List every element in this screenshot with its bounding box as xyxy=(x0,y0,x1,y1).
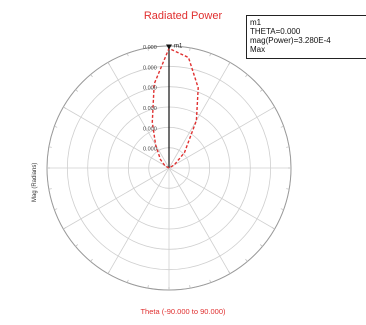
angle-tick xyxy=(280,208,284,211)
grid-spoke xyxy=(63,167,170,230)
angle-tick xyxy=(245,74,248,78)
marker-line: mag(Power)=3.280E-4 xyxy=(250,36,331,45)
angle-tick xyxy=(209,53,212,57)
marker-line: Max xyxy=(250,45,266,54)
angle-tick xyxy=(209,279,212,283)
grid-spoke xyxy=(168,167,231,274)
angle-tick xyxy=(126,279,129,283)
angle-tick xyxy=(259,89,263,92)
x-axis-label: Theta (-90.000 to 90.000) xyxy=(140,307,226,316)
angle-tick xyxy=(147,285,149,289)
marker-readout: m1 THETA=0.000 mag(Power)=3.280E-4 Max xyxy=(246,15,366,59)
angle-tick xyxy=(63,106,67,109)
angle-tick xyxy=(228,62,231,66)
angle-tick xyxy=(189,47,191,51)
angle-tick xyxy=(48,188,52,190)
grid-spoke xyxy=(63,106,170,169)
grid-spoke xyxy=(107,62,170,169)
angle-tick xyxy=(189,285,191,289)
angle-tick xyxy=(286,188,290,190)
angle-tick xyxy=(90,258,93,262)
r-tick-label: 0.000 xyxy=(143,65,157,71)
angle-tick xyxy=(245,258,248,262)
angle-tick xyxy=(271,227,275,230)
angle-tick xyxy=(126,53,129,57)
y-axis-label: Mag (Radians) xyxy=(32,162,38,202)
angle-tick xyxy=(286,146,290,148)
angle-tick xyxy=(75,89,79,92)
grid-spoke xyxy=(168,62,231,169)
angle-tick xyxy=(271,106,275,109)
angle-tick xyxy=(54,208,58,211)
marker-line: m1 xyxy=(250,18,262,27)
chart-title: Radiated Power xyxy=(143,10,223,22)
angle-tick xyxy=(63,227,67,230)
marker-triangle xyxy=(166,44,172,50)
marker-line: THETA=0.000 xyxy=(250,27,301,36)
r-tick-label: 0.000 xyxy=(143,45,157,51)
grid-spoke xyxy=(168,167,275,230)
r-tick-label: 0.000 xyxy=(143,126,157,132)
angle-tick xyxy=(228,270,231,274)
angle-tick xyxy=(48,146,52,148)
angle-tick xyxy=(259,244,263,247)
angle-tick xyxy=(90,74,93,78)
grid-spoke xyxy=(107,167,170,274)
angle-tick xyxy=(75,244,79,247)
marker-label: m1 xyxy=(174,43,183,49)
angle-tick xyxy=(107,62,110,66)
angle-tick xyxy=(280,125,284,128)
r-tick-label: 0.000 xyxy=(143,106,157,112)
angle-tick xyxy=(107,270,110,274)
r-tick-label: 0.000 xyxy=(143,147,157,153)
grid-spoke xyxy=(168,106,275,169)
r-tick-label: 0.000 xyxy=(143,86,157,92)
angle-tick xyxy=(54,125,58,128)
angle-tick xyxy=(147,47,149,51)
